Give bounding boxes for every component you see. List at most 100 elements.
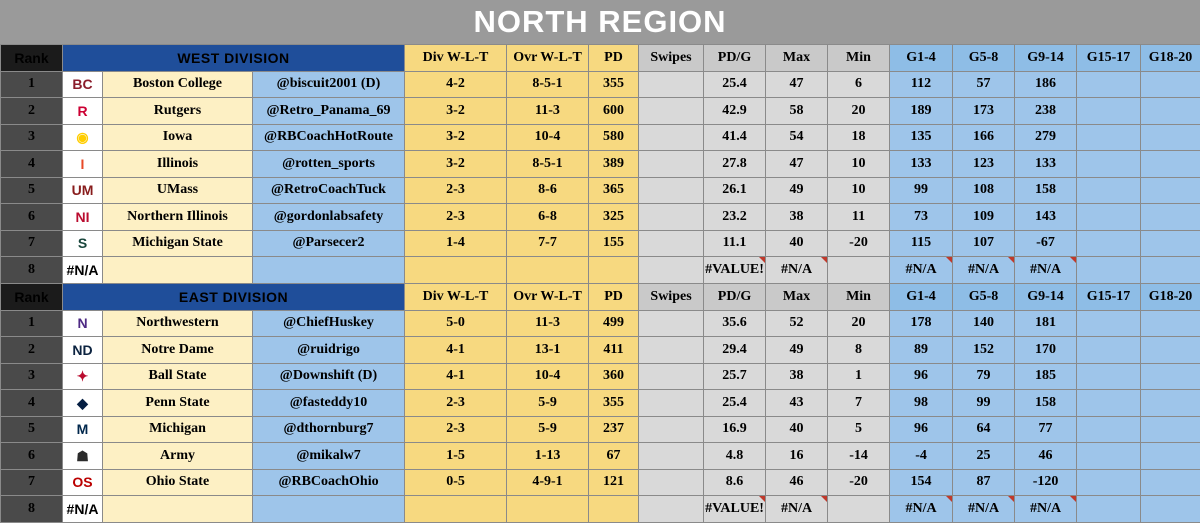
rank-cell: 8 (1, 496, 63, 523)
g5-8-cell: 108 (953, 177, 1015, 204)
rank-cell: 2 (1, 337, 63, 364)
g9-14-cell: 46 (1015, 443, 1077, 470)
team-name: Ball State (103, 363, 253, 390)
point-differential: 389 (589, 151, 639, 178)
swipes-cell (639, 151, 704, 178)
team-name: Northern Illinois (103, 204, 253, 231)
g15-17-cell (1077, 416, 1141, 443)
g18-20-cell (1141, 230, 1200, 257)
point-differential: 67 (589, 443, 639, 470)
header-pd-per-game[interactable]: PD/G (704, 284, 766, 311)
rutgers-logo: R (70, 100, 96, 122)
g5-8-cell: 152 (953, 337, 1015, 364)
g15-17-cell (1077, 337, 1141, 364)
g9-14-cell: -120 (1015, 469, 1077, 496)
div-record: 1-4 (405, 230, 507, 257)
rank-cell: 3 (1, 363, 63, 390)
g5-8-cell: 87 (953, 469, 1015, 496)
max-margin: 16 (766, 443, 828, 470)
point-differential: 580 (589, 124, 639, 151)
g1-4-cell: 178 (890, 310, 953, 337)
header-g5-8[interactable]: G5-8 (953, 284, 1015, 311)
header-rank: Rank (1, 284, 63, 311)
header-g1-4[interactable]: G1-4 (890, 45, 953, 72)
header-div-wlt[interactable]: Div W-L-T (405, 284, 507, 311)
header-g9-14[interactable]: G9-14 (1015, 284, 1077, 311)
g18-20-cell (1141, 124, 1200, 151)
header-g9-14[interactable]: G9-14 (1015, 45, 1077, 72)
header-div-wlt[interactable]: Div W-L-T (405, 45, 507, 72)
rank-cell: 1 (1, 310, 63, 337)
swipes-cell (639, 416, 704, 443)
error-indicator-icon (759, 257, 765, 263)
header-ovr-wlt[interactable]: Ovr W-L-T (507, 45, 589, 72)
header-max[interactable]: Max (766, 45, 828, 72)
error-indicator-icon (821, 496, 827, 502)
overall-record: 6-8 (507, 204, 589, 231)
g18-20-cell (1141, 257, 1200, 284)
team-logo-cell: NI (63, 204, 103, 231)
g15-17-cell (1077, 390, 1141, 417)
header-g15-17[interactable]: G15-17 (1077, 284, 1141, 311)
coach-handle: @Parsecer2 (253, 230, 405, 257)
header-g1-4[interactable]: G1-4 (890, 284, 953, 311)
team-name: Northwestern (103, 310, 253, 337)
g1-4-cell: 96 (890, 363, 953, 390)
header-swipes[interactable]: Swipes (639, 284, 704, 311)
g9-14-cell: 170 (1015, 337, 1077, 364)
pd-per-game: 11.1 (704, 230, 766, 257)
g5-8-cell: 57 (953, 71, 1015, 98)
header-pd-per-game[interactable]: PD/G (704, 45, 766, 72)
max-margin: 52 (766, 310, 828, 337)
div-record: 4-1 (405, 337, 507, 364)
div-record: 4-1 (405, 363, 507, 390)
header-pd[interactable]: PD (589, 45, 639, 72)
swipes-cell (639, 390, 704, 417)
min-margin: 6 (828, 71, 890, 98)
team-logo-cell: R (63, 98, 103, 125)
header-g15-17[interactable]: G15-17 (1077, 45, 1141, 72)
header-max[interactable]: Max (766, 284, 828, 311)
max-margin: 58 (766, 98, 828, 125)
rank-cell: 8 (1, 257, 63, 284)
error-indicator-icon (1070, 496, 1076, 502)
pd-per-game: 25.4 (704, 390, 766, 417)
header-g18-20[interactable]: G18-20 (1141, 284, 1200, 311)
max-margin: 40 (766, 230, 828, 257)
rank-cell: 4 (1, 151, 63, 178)
overall-record: 11-3 (507, 310, 589, 337)
team-logo-cell: S (63, 230, 103, 257)
g18-20-cell (1141, 204, 1200, 231)
header-ovr-wlt[interactable]: Ovr W-L-T (507, 284, 589, 311)
error-indicator-icon (1070, 257, 1076, 263)
rank-cell: 6 (1, 204, 63, 231)
coach-handle: @gordonlabsafety (253, 204, 405, 231)
overall-record: 1-13 (507, 443, 589, 470)
table-row[interactable]: 8#N/A#VALUE!#N/A#N/A#N/A#N/A (1, 496, 1200, 523)
div-record: 4-2 (405, 71, 507, 98)
min-margin: -20 (828, 469, 890, 496)
header-g18-20[interactable]: G18-20 (1141, 45, 1200, 72)
header-min[interactable]: Min (828, 284, 890, 311)
header-swipes[interactable]: Swipes (639, 45, 704, 72)
header-pd[interactable]: PD (589, 284, 639, 311)
header-g5-8[interactable]: G5-8 (953, 45, 1015, 72)
table-row[interactable]: 8#N/A#VALUE!#N/A#N/A#N/A#N/A (1, 257, 1200, 284)
swipes-cell (639, 204, 704, 231)
header-min[interactable]: Min (828, 45, 890, 72)
g9-14-cell: -67 (1015, 230, 1077, 257)
